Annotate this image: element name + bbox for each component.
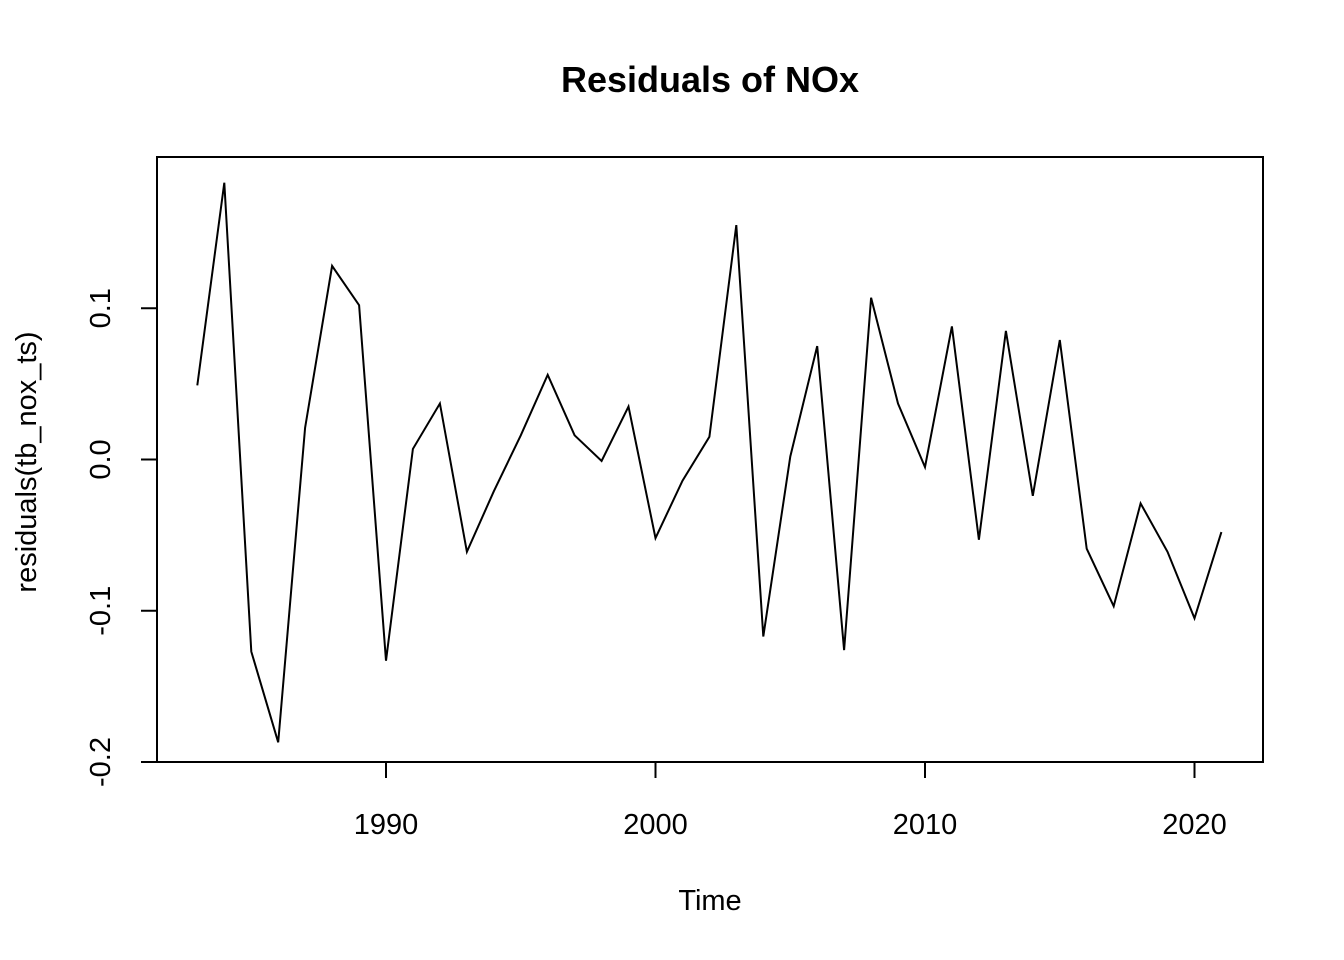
chart-title: Residuals of NOx — [561, 59, 859, 100]
plot-frame — [156, 156, 1264, 763]
x-axis-label: Time — [678, 885, 741, 917]
y-tick-label: 0.0 — [85, 439, 117, 479]
y-tick-label: -0.1 — [85, 586, 117, 636]
x-tick-label: 1990 — [354, 809, 419, 841]
series-line — [196, 182, 1223, 743]
series-layer — [196, 182, 1223, 743]
y-tick-label: -0.2 — [85, 737, 117, 787]
y-tick-label: 0.1 — [85, 288, 117, 328]
x-tick-label: 2020 — [1162, 809, 1227, 841]
x-axis: 1990 2000 2010 2020 — [354, 761, 1227, 841]
x-tick-label: 2000 — [623, 809, 688, 841]
x-tick-label: 2010 — [893, 809, 958, 841]
y-axis: -0.2 -0.1 0.0 0.1 — [85, 288, 158, 787]
y-axis-label: residuals(tb_nox_ts) — [11, 331, 43, 592]
